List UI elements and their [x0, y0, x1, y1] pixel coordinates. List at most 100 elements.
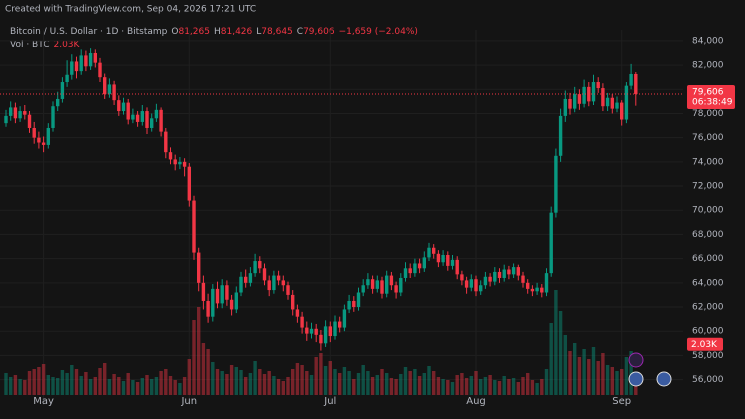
candle-body — [356, 292, 361, 308]
candle-body — [201, 282, 206, 301]
volume-bar — [234, 367, 238, 395]
candle-body — [239, 276, 243, 293]
x-tick-label: Sep — [612, 396, 631, 407]
candle-body — [417, 263, 422, 269]
candle-body — [436, 253, 441, 263]
y-tick-label: 82,000 — [692, 61, 724, 71]
volume-bar — [211, 362, 215, 395]
watermark: Created with TradingView.com, Sep 04, 20… — [5, 5, 256, 15]
volume-bar — [530, 380, 535, 395]
candle-body — [145, 111, 149, 128]
volume-bar — [74, 369, 79, 395]
volume-bar — [46, 375, 50, 395]
candle-body — [276, 275, 281, 281]
volume-bar — [187, 359, 191, 395]
volume-bar — [568, 351, 572, 395]
candle-body — [314, 328, 318, 335]
volume-bar — [9, 377, 13, 395]
volume-bar — [577, 357, 582, 395]
volume-bar — [417, 376, 422, 395]
volume-bar — [591, 347, 596, 395]
volume-bar — [427, 366, 431, 395]
volume-bar — [605, 365, 610, 395]
candle-body — [511, 267, 516, 275]
volume-value: 2.03K — [53, 40, 80, 50]
volume-bar — [295, 363, 300, 395]
candle-body — [427, 247, 431, 258]
y-tick-label: 56,000 — [692, 375, 724, 385]
candle-body — [18, 111, 22, 119]
y-tick-label: 74,000 — [692, 157, 724, 167]
candle-body — [234, 292, 238, 310]
y-tick-label: 62,000 — [692, 303, 724, 313]
volume-bar — [126, 373, 130, 395]
volume-bar — [197, 307, 201, 395]
candle-body — [220, 285, 224, 304]
candle-body — [13, 107, 18, 119]
volume-bar — [629, 351, 633, 395]
candle-body — [4, 115, 8, 124]
candle-body — [23, 111, 27, 115]
candle-body — [568, 98, 572, 109]
candle-body — [338, 321, 342, 328]
volume-bar — [493, 380, 497, 395]
legend: Bitcoin / U.S. Dollar · 1D · Bitstamp O81… — [10, 27, 418, 37]
candle-body — [295, 309, 300, 317]
volume-bar — [441, 379, 445, 395]
event-icon — [628, 371, 644, 387]
volume-bar — [103, 363, 107, 395]
volume-bar — [596, 361, 600, 395]
candle-body — [168, 152, 173, 160]
volume-bar — [328, 361, 332, 395]
price-tag — [687, 85, 735, 110]
volume-bar — [540, 379, 544, 395]
candle-body — [474, 279, 478, 292]
candle-body — [215, 288, 220, 304]
volume-bar — [526, 373, 530, 395]
h-value: 81,426 — [221, 27, 253, 37]
volume-bar — [60, 370, 65, 395]
candle-body — [60, 82, 65, 99]
volume-bar — [140, 378, 144, 395]
candle-body — [117, 100, 121, 112]
volume-bar — [558, 311, 563, 395]
volume-bar — [32, 369, 36, 395]
candle-body — [394, 285, 398, 293]
candle-body — [65, 74, 69, 83]
candle-body — [140, 111, 144, 122]
candle-body — [103, 77, 107, 95]
candle-body — [535, 287, 539, 292]
x-tick-label: Aug — [466, 396, 486, 407]
candle-body — [469, 279, 473, 288]
candle-body — [370, 279, 375, 289]
volume-bar — [244, 377, 248, 395]
candle-body — [629, 73, 633, 86]
volume-bar — [131, 380, 135, 395]
volume-bar — [370, 377, 375, 395]
volume-bar — [305, 371, 309, 395]
volume-bar — [220, 371, 224, 395]
volume-bar — [361, 365, 365, 395]
volume-legend: Vol · BTC 2.03K — [10, 40, 81, 50]
candle-body — [563, 98, 567, 116]
candle-body — [9, 107, 13, 116]
candle-body — [41, 142, 46, 145]
candle-body — [206, 300, 210, 317]
volume-bar — [333, 369, 337, 395]
candle-body — [272, 275, 276, 291]
candle-body — [450, 259, 455, 266]
candle-body — [596, 82, 600, 89]
volume-bar — [436, 377, 441, 395]
volume-bar — [88, 379, 93, 395]
volume-bar — [511, 378, 516, 395]
c-value: 79,606 — [303, 27, 335, 37]
candle-body — [446, 255, 450, 266]
volume-bar — [573, 343, 577, 395]
volume-bar — [615, 371, 619, 395]
candle-body — [624, 85, 629, 120]
candle-body — [389, 275, 394, 286]
o-label: O — [171, 27, 178, 37]
candle-body — [422, 257, 426, 269]
candle-body — [497, 271, 502, 278]
volume-bar — [342, 367, 347, 395]
